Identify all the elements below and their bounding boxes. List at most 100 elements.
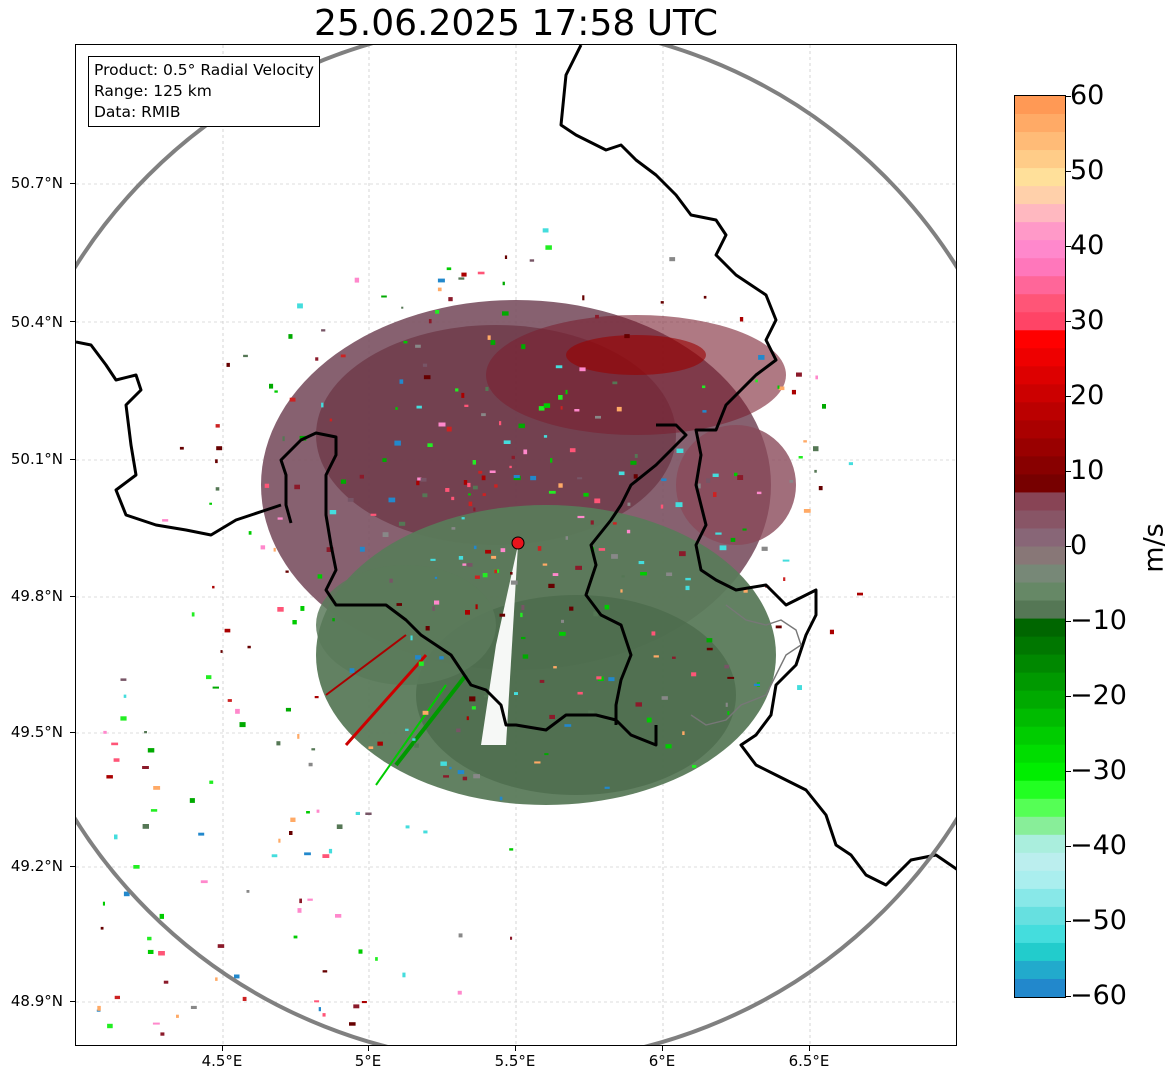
echo-speckle [724,664,730,669]
colorbar-band [1015,294,1065,313]
echo-speckle [416,405,422,409]
echo-speckle [448,297,453,302]
echo-speckle [544,753,549,756]
echo-speckle [465,610,470,615]
echo-speckle [791,389,796,395]
echo-speckle [463,480,468,485]
echo-speckle [107,1023,113,1029]
echo-speckle [482,493,486,496]
colorbar-band [1015,978,1065,997]
echo-speckle [706,647,713,651]
echo-speckle [797,685,802,690]
echo-speckle [458,556,464,560]
echo-speckle [405,728,409,731]
echo-speckle [123,694,127,698]
echo-speckle [420,477,427,482]
radar-map[interactable] [75,44,957,1046]
echo-speckle [513,475,520,479]
echo-speckle [685,585,690,591]
colorbar-band [1015,564,1065,584]
colorbar-band [1015,546,1065,566]
echo-speckle [499,796,503,801]
echo-speckle [381,295,387,298]
echo-speckle [359,474,364,479]
echo-speckle [271,854,278,858]
echo-speckle [595,314,599,319]
echo-speckle [477,271,485,275]
echo-speckle [608,677,615,682]
echo-speckle [857,592,863,596]
colorbar-tick-label: 50 [1070,155,1105,186]
country-borders [76,45,956,887]
echo-speckle [179,446,184,450]
echo-speckle [646,717,652,723]
echo-speckle [335,914,342,918]
colorbar-tick-mark [1065,171,1071,172]
echo-speckle [529,259,535,262]
echo-speckle [446,426,452,432]
echo-speckle [285,570,289,573]
echo-speckle [462,776,468,781]
echo-speckle [467,563,473,567]
echo-speckle [706,638,713,643]
echo-speckle [777,385,780,389]
echo-speckle [685,577,691,581]
echo-speckle [200,880,208,884]
echo-speckle [321,329,326,332]
echo-speckle [243,354,248,358]
echo-speckle [375,957,378,961]
echo-speckle [521,605,525,610]
colorbar-tick-label: −40 [1070,830,1127,861]
echo-speckle [389,578,393,583]
echo-speckle [558,395,563,400]
echo-speckle [290,817,296,822]
echo-speckle [322,970,328,973]
echo-speckle [577,477,583,480]
echo-speckle [412,738,416,741]
echo-speckle [730,537,736,542]
echo-speckle [590,520,594,525]
echo-speckle [611,554,618,559]
echo-speckle [215,977,218,981]
echo-speckle [627,502,631,506]
colorbar-band [1015,384,1065,403]
echo-speckle [215,424,220,428]
echo-speckle [147,936,152,941]
echo-speckle [560,406,563,410]
border-lux-west [279,431,658,747]
lat-tick-mark [70,459,75,460]
echo-speckle [246,890,250,893]
echo-speckle [349,1022,356,1026]
data-source-label: Data: RMIB [94,103,181,121]
echo-speckle [191,612,195,617]
echo-speckle [439,656,444,660]
echo-speckle [514,692,518,695]
echo-speckle [410,635,413,641]
echo-speckle [635,702,642,707]
echo-speckle [215,487,220,491]
echo-speckle [336,824,343,829]
echo-speckle [679,551,686,557]
echo-speckle [481,475,486,481]
echo-speckle [565,389,568,395]
colorbar-tick-label: −60 [1070,980,1127,1011]
colorbar-tick-label: 0 [1070,530,1088,561]
echo-speckle [530,475,537,481]
echo-speckle [494,484,498,488]
echo-speckle [475,604,478,610]
echo-speckle [212,585,215,589]
echo-speckle [217,944,225,948]
echo-speckle [473,507,476,512]
echo-speckle [150,809,158,812]
echo-speckle [120,678,127,681]
echo-speckle [206,675,212,680]
echo-speckle [555,365,563,369]
echo-speckle [518,423,525,429]
echo-speckle [682,731,685,735]
echo-speckle [638,561,645,565]
echo-speckle [458,277,465,280]
echo-speckle [264,483,270,488]
echo-speckle [142,766,149,769]
lat-tick-mark [70,866,75,867]
echo-speckle [163,980,169,984]
